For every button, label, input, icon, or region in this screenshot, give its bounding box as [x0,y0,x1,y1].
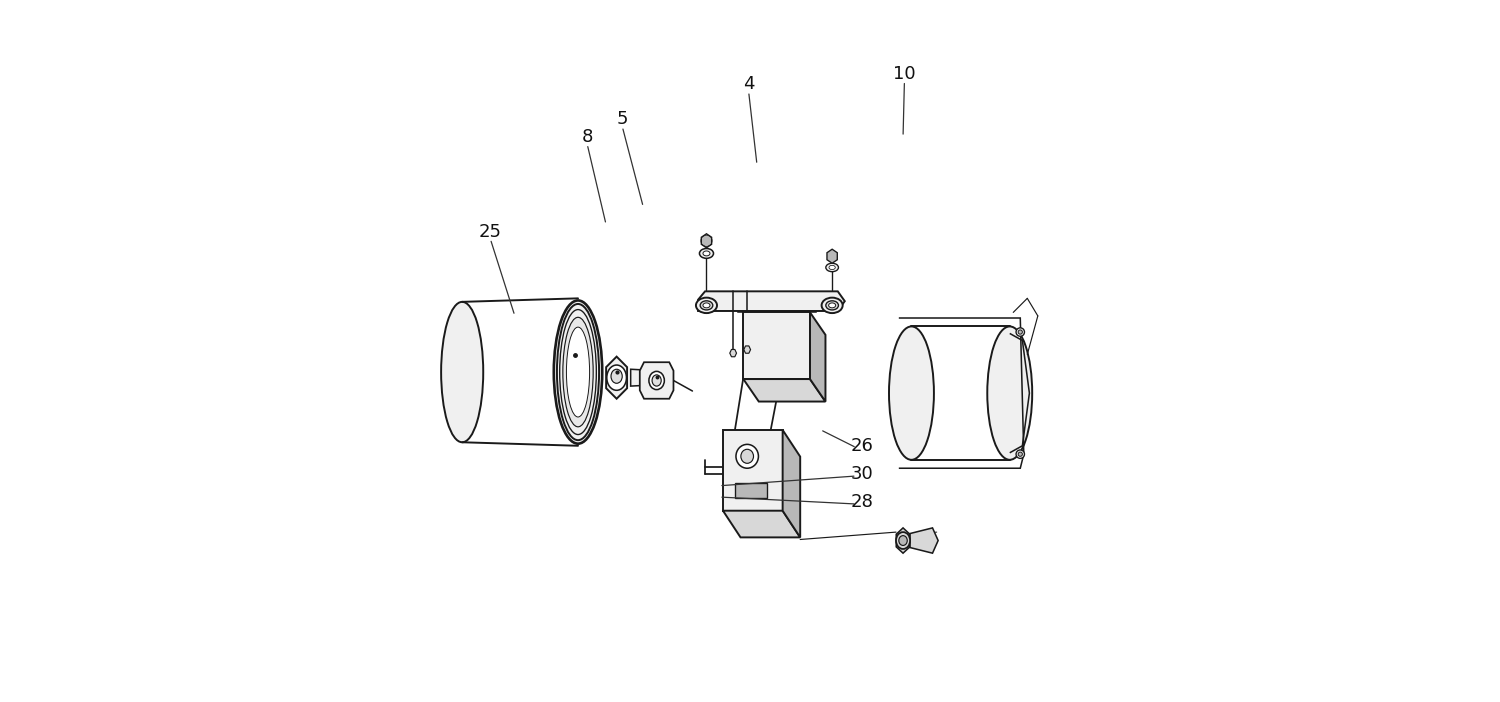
Polygon shape [896,528,910,553]
Polygon shape [738,295,816,312]
Ellipse shape [1019,452,1023,456]
Ellipse shape [608,365,627,390]
Ellipse shape [1016,450,1025,458]
Ellipse shape [696,298,717,313]
Ellipse shape [554,300,602,444]
Ellipse shape [441,302,483,442]
Ellipse shape [898,536,908,545]
Ellipse shape [741,449,753,463]
Polygon shape [783,430,800,538]
Text: 26: 26 [850,437,874,455]
Text: 28: 28 [850,493,874,511]
Polygon shape [702,234,711,248]
Polygon shape [723,430,783,511]
Polygon shape [640,362,674,399]
Ellipse shape [704,303,710,307]
Ellipse shape [827,263,839,272]
Polygon shape [735,483,766,498]
Polygon shape [744,379,825,402]
Polygon shape [730,350,736,357]
Ellipse shape [896,532,910,549]
Ellipse shape [1016,328,1025,336]
Polygon shape [744,312,810,379]
Ellipse shape [987,326,1032,460]
Polygon shape [910,528,938,553]
Ellipse shape [562,317,592,427]
Text: 5: 5 [616,110,628,128]
Ellipse shape [822,298,843,313]
Text: 25: 25 [478,223,502,241]
Text: 4: 4 [742,75,754,93]
Text: 30: 30 [850,465,873,483]
Ellipse shape [1019,330,1023,334]
Ellipse shape [827,300,839,310]
Polygon shape [698,291,844,311]
Text: 10: 10 [892,65,916,83]
Ellipse shape [890,326,934,460]
Ellipse shape [830,265,836,270]
Ellipse shape [652,375,662,386]
Polygon shape [810,312,825,402]
Polygon shape [630,369,657,386]
Ellipse shape [699,249,714,258]
Ellipse shape [704,251,710,256]
Ellipse shape [650,371,664,390]
Polygon shape [827,249,837,263]
Ellipse shape [610,369,622,383]
Polygon shape [723,511,800,538]
Ellipse shape [567,327,590,417]
Ellipse shape [736,444,759,468]
Ellipse shape [556,304,598,440]
Text: 8: 8 [582,128,592,146]
Ellipse shape [700,300,712,310]
Ellipse shape [828,303,836,307]
Ellipse shape [560,310,597,435]
Polygon shape [744,346,750,353]
Polygon shape [606,357,627,399]
